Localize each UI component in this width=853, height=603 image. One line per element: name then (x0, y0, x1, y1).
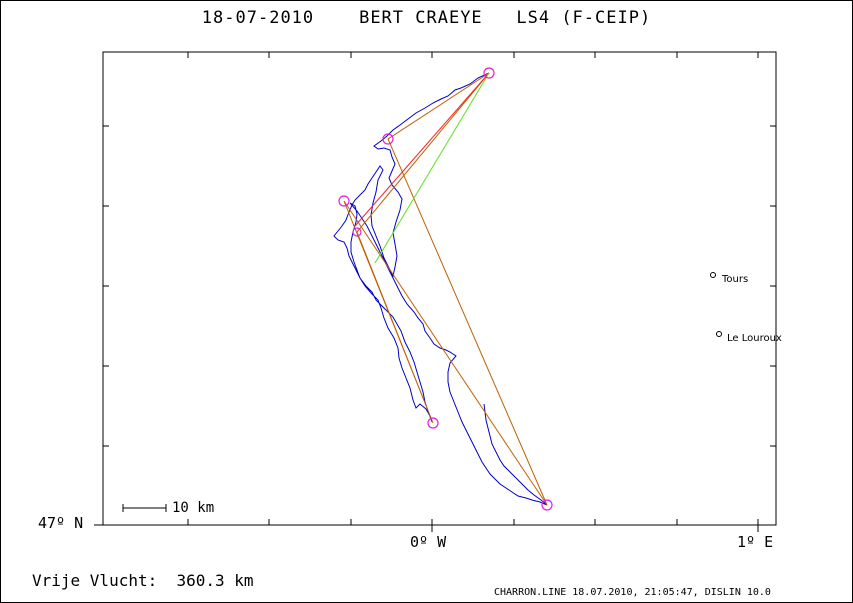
turnpoint-4 (352, 227, 362, 237)
city-marker-louroux (716, 331, 722, 337)
turnpoint-6 (541, 499, 553, 511)
longitude-label-1: 1º E (737, 533, 774, 551)
turnpoint-3 (338, 195, 350, 207)
leg-green (374, 72, 490, 264)
free-flight-distance: Vrije Vlucht: 360.3 km (32, 571, 254, 590)
flight-title: 18-07-2010 BERT CRAEYE LS4 (F-CEIP) (201, 8, 652, 28)
scale-bar (122, 504, 167, 512)
task-legs (343, 72, 548, 506)
turnpoints (338, 67, 553, 511)
city-label-tours: Tours (722, 274, 749, 285)
axis-box (102, 51, 777, 526)
footer-info: CHARRON.LINE 18.07.2010, 21:05:47, DISLI… (494, 587, 771, 598)
latitude-label: 47º N (38, 514, 84, 532)
turnpoint-5 (427, 417, 439, 429)
city-label-le-louroux: Le Louroux (727, 333, 782, 344)
leg-red (354, 72, 490, 227)
longitude-label-0: 0º W (410, 533, 447, 551)
flight-track (333, 72, 548, 506)
city-marker-tours (710, 272, 716, 278)
scale-bar-label: 10 km (172, 500, 215, 516)
leg-orange (343, 72, 548, 506)
axis-ticks (94, 52, 776, 532)
turnpoint-1 (483, 67, 495, 79)
turnpoint-2 (382, 133, 394, 145)
